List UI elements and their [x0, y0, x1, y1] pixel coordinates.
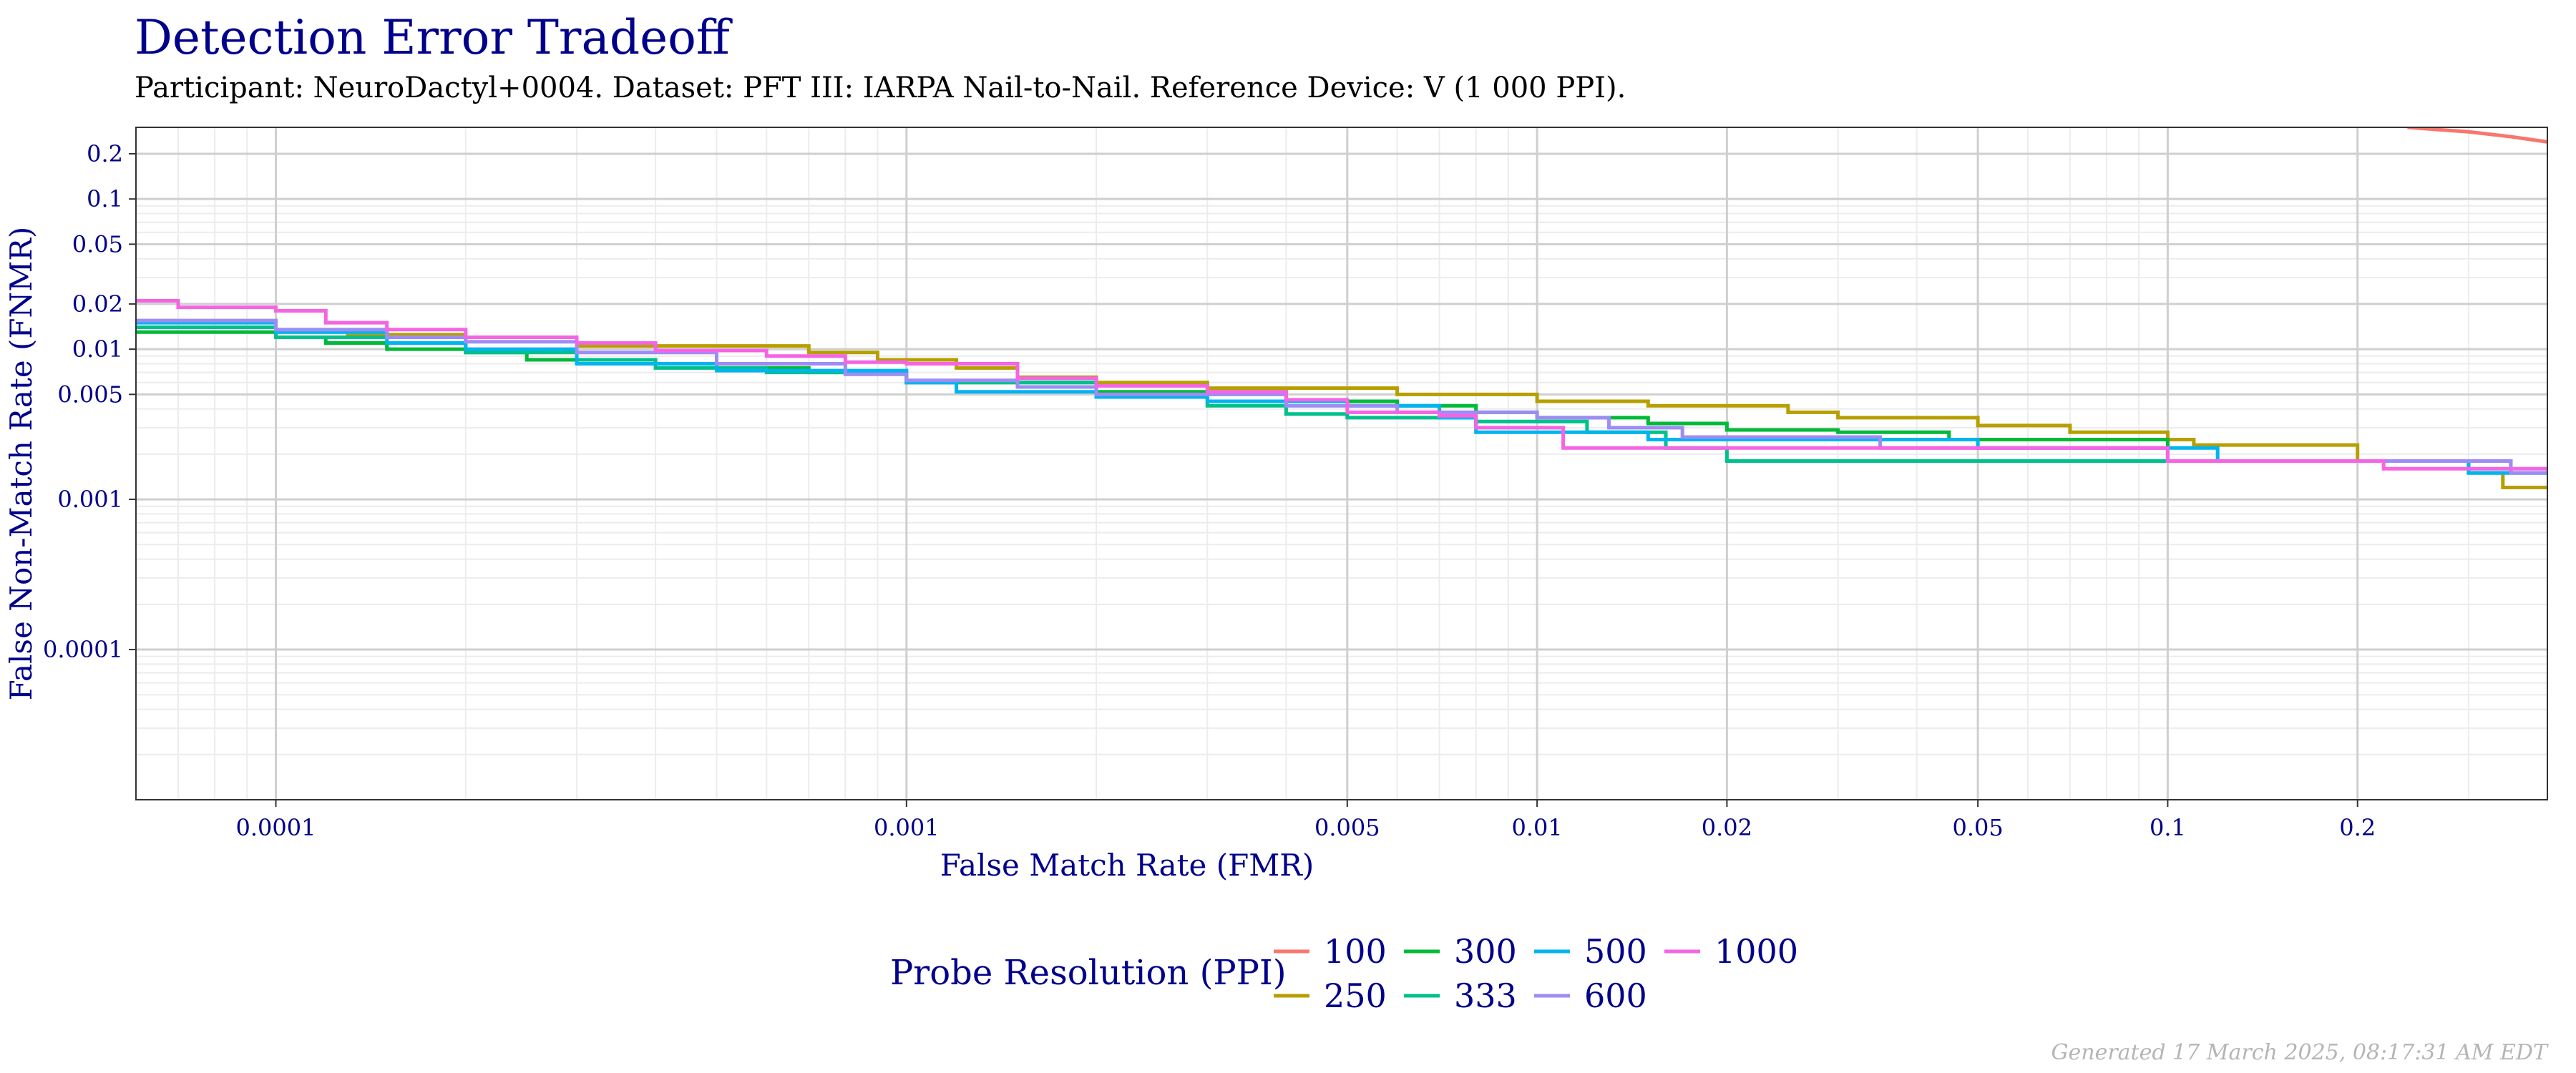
y-tick-label: 0.02 [72, 290, 123, 318]
chart-subtitle: Participant: NeuroDactyl+0004. Dataset: … [135, 72, 1626, 104]
x-tick-label: 0.05 [1952, 814, 2003, 841]
legend-label-300: 300 [1454, 932, 1517, 971]
y-tick-label: 0.05 [72, 230, 123, 258]
y-axis-title: False Non-Match Rate (FNMR) [4, 227, 39, 701]
y-tick-label: 0.01 [72, 335, 123, 363]
x-axis-title: False Match Rate (FMR) [940, 848, 1314, 883]
y-tick-label: 0.0001 [43, 636, 123, 663]
generated-timestamp: Generated 17 March 2025, 08:17:31 AM EDT [2051, 1040, 2547, 1065]
y-tick-label: 0.1 [87, 185, 123, 212]
legend-label-600: 600 [1584, 976, 1647, 1015]
series-line-100 [2407, 127, 2547, 144]
legend-label-250: 250 [1324, 976, 1387, 1015]
series-line-1000 [136, 298, 2547, 471]
x-tick-label: 0.02 [1702, 814, 1752, 841]
x-tick-label: 0.1 [2150, 814, 2186, 841]
legend-label-500: 500 [1584, 932, 1647, 971]
series-line-600 [136, 318, 2547, 475]
legend-label-333: 333 [1454, 976, 1517, 1015]
x-tick-label: 0.2 [2339, 814, 2376, 841]
legend-label-100: 100 [1324, 932, 1387, 971]
legend-label-1000: 1000 [1714, 932, 1798, 971]
chart-title: Detection Error Tradeoff [135, 10, 730, 65]
plot-panel-border [135, 127, 2548, 800]
x-tick-label: 0.01 [1511, 814, 1562, 841]
y-tick-label: 0.005 [57, 381, 123, 408]
y-tick-label: 0.001 [57, 486, 123, 513]
legend-title: Probe Resolution (PPI) [890, 953, 1287, 993]
x-tick-label: 0.005 [1314, 814, 1380, 841]
series-line-500 [136, 320, 2547, 475]
x-tick-label: 0.001 [874, 814, 940, 841]
x-tick-label: 0.0001 [236, 814, 316, 841]
y-tick-label: 0.2 [87, 140, 123, 167]
